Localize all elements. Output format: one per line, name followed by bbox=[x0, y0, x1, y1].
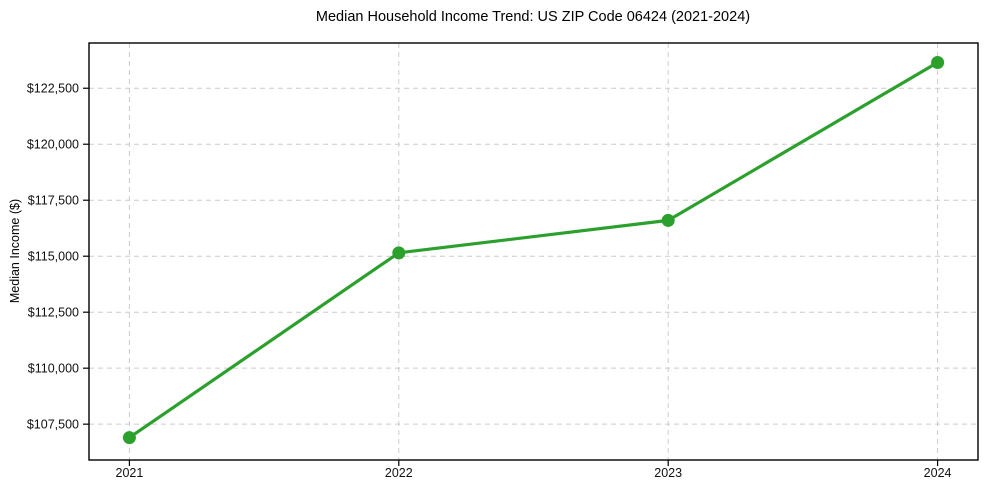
x-tick-label: 2023 bbox=[654, 466, 682, 480]
y-tick-label: $112,500 bbox=[28, 305, 79, 319]
y-tick-label: $117,500 bbox=[28, 194, 79, 208]
y-tick-label: $122,500 bbox=[27, 82, 79, 96]
plot-border bbox=[88, 42, 979, 461]
x-tick-label: 2024 bbox=[924, 466, 952, 480]
y-tick-label: $115,000 bbox=[28, 250, 79, 264]
y-tick-label: $107,500 bbox=[27, 417, 79, 431]
y-tick-label: $110,000 bbox=[28, 361, 79, 375]
plot-area: $107,500 $110,000 $112,500 $115,000 $117,500… bbox=[27, 42, 979, 480]
data-point-marker bbox=[392, 246, 406, 260]
data-point-marker bbox=[122, 431, 136, 445]
y-axis-label: Median Income ($) bbox=[8, 199, 22, 303]
data-point-marker bbox=[931, 55, 945, 69]
y-tick-label: $120,000 bbox=[27, 138, 79, 152]
x-tick-label: 2022 bbox=[385, 466, 413, 480]
chart-title: Median Household Income Trend: US ZIP Co… bbox=[316, 9, 750, 25]
data-point-marker bbox=[661, 213, 675, 227]
x-tick-label: 2021 bbox=[116, 466, 144, 480]
income-trend-line bbox=[127, 60, 940, 440]
